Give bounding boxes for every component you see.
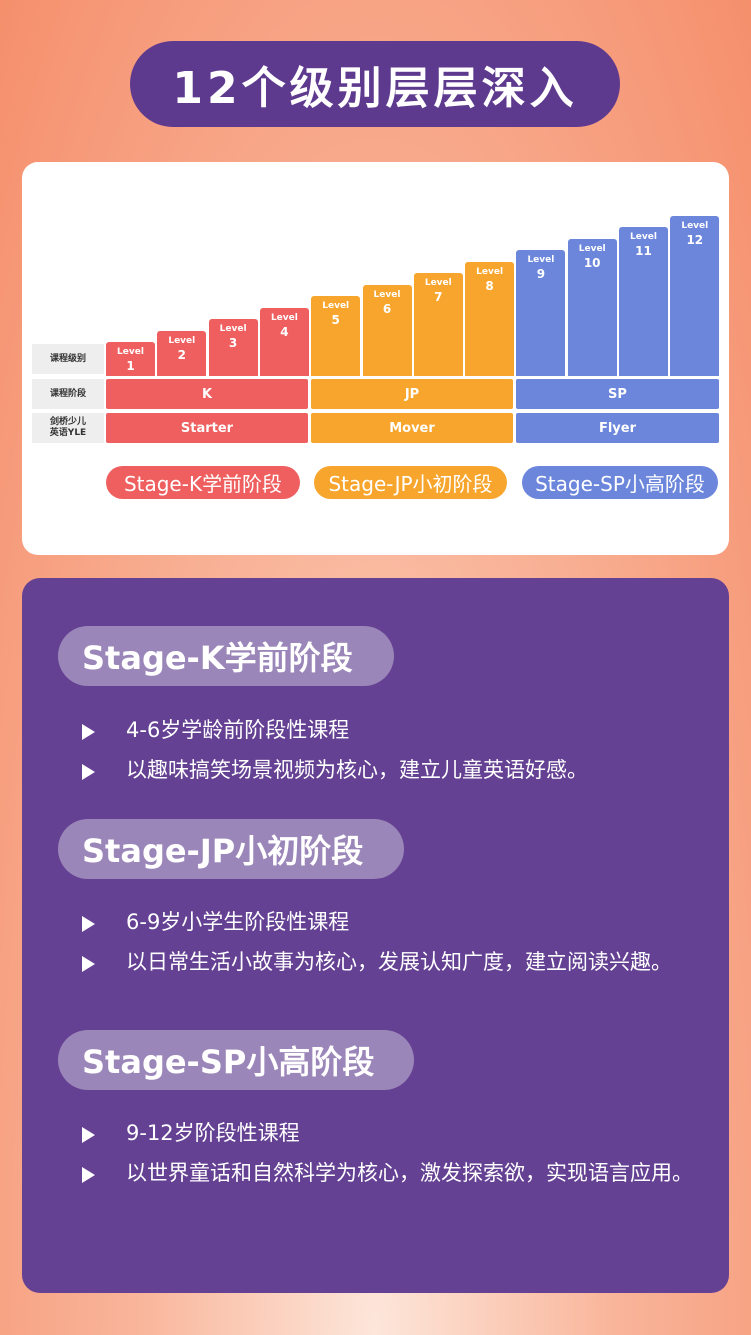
level-bar-12: Level 12 [670, 215, 720, 376]
level-bar-8: Level 8 [465, 261, 515, 376]
triangle-bullet-icon [82, 1127, 95, 1143]
bullet-text: 6-9岁小学生阶段性课程 [126, 910, 350, 934]
level-word: Level [322, 301, 350, 311]
stage-cell-sp: SP [516, 379, 719, 409]
level-bar-6: Level 6 [362, 284, 412, 376]
level-word: Level [527, 255, 555, 265]
level-bar-3: Level 3 [208, 319, 258, 376]
row-label-text: 剑桥少儿 [49, 417, 86, 427]
level-number: 3 [228, 336, 238, 350]
bullet-text: 以日常生活小故事为核心，发展认知广度，建立阅读兴趣。 [126, 950, 672, 974]
yle-cell-starter: Starter [106, 413, 308, 443]
level-bar-7: Level 7 [413, 273, 463, 376]
triangle-bullet-icon [82, 916, 95, 932]
bullet-text: 9-12岁阶段性课程 [126, 1121, 300, 1145]
level-number: 5 [331, 313, 340, 327]
level-word: Level [424, 278, 452, 288]
list-item: 6-9岁小学生阶段性课程 [82, 907, 702, 938]
stage-cell-jp: JP [311, 379, 513, 409]
bullet-text: 4-6岁学龄前阶段性课程 [126, 718, 350, 742]
row-label-course-stage: 课程阶段 [32, 379, 104, 409]
level-bar-10: Level 10 [567, 238, 617, 376]
triangle-bullet-icon [82, 764, 95, 780]
triangle-bullet-icon [82, 1167, 95, 1183]
row-label-text-2: 英语YLE [49, 428, 87, 438]
level-word: Level [168, 335, 196, 346]
list-item: 以日常生活小故事为核心，发展认知广度，建立阅读兴趣。 [82, 947, 702, 978]
level-bar-11: Level 11 [619, 227, 668, 376]
triangle-bullet-icon [82, 956, 95, 972]
row-label-text: 课程阶段 [49, 388, 86, 399]
bullet-text: 以世界童话和自然科学为核心，激发探索欲，实现语言应用。 [126, 1161, 693, 1185]
legend-stage-sp: Stage-SP小高阶段 [522, 466, 718, 499]
legend-stage-jp: Stage-JP小初阶段 [314, 466, 507, 499]
bullet-text: 以趣味搞笑场景视频为核心，建立儿童英语好感。 [126, 758, 588, 782]
section-title-stage-sp: Stage-SP小高阶段 [58, 1030, 414, 1090]
level-number: 12 [686, 232, 704, 247]
level-word: Level [681, 220, 709, 231]
level-word: Level [219, 324, 247, 334]
level-number: 8 [485, 278, 494, 293]
level-bar-9: Level 9 [516, 250, 566, 376]
level-word: Level [373, 289, 401, 300]
level-number: 4 [280, 324, 289, 339]
level-word: Level [476, 266, 504, 277]
level-number: 1 [126, 359, 135, 373]
yle-cell-flyer: Flyer [516, 413, 719, 443]
level-bar-1: Level 1 [106, 342, 155, 376]
stage-cell-k: K [106, 379, 308, 409]
level-word: Level [270, 312, 298, 323]
row-label-text: 课程级别 [49, 353, 86, 364]
level-bar-5: Level 5 [311, 296, 361, 376]
triangle-bullet-icon [82, 724, 95, 740]
level-number: 2 [177, 347, 186, 362]
row-label-course-level: 课程级别 [32, 344, 104, 374]
page-title: 12个级别层层深入 [130, 41, 620, 127]
level-word: Level [578, 243, 606, 254]
stage-info-card: Stage-K学前阶段 4-6岁学龄前阶段性课程 以趣味搞笑场景视频为核心，建立… [22, 578, 729, 1293]
level-chart-card: Level 1 Level 2 Level 3 Level 4 Level 5 Level 6 Leve… [22, 162, 729, 555]
row-label-yle: 剑桥少儿 英语YLE [32, 413, 104, 443]
list-item: 4-6岁学龄前阶段性课程 [82, 715, 702, 746]
level-bar-2: Level 2 [157, 330, 207, 376]
yle-cell-mover: Mover [311, 413, 513, 443]
section-title-stage-k: Stage-K学前阶段 [58, 626, 394, 686]
level-number: 10 [583, 255, 601, 270]
list-item: 9-12岁阶段性课程 [82, 1118, 702, 1149]
level-word: Level [117, 347, 144, 357]
level-number: 9 [536, 267, 546, 281]
legend-stage-k: Stage-K学前阶段 [106, 466, 300, 499]
level-number: 11 [635, 244, 652, 258]
list-item: 以趣味搞笑场景视频为核心，建立儿童英语好感。 [82, 755, 702, 786]
list-item: 以世界童话和自然科学为核心，激发探索欲，实现语言应用。 [82, 1158, 702, 1189]
section-title-stage-jp: Stage-JP小初阶段 [58, 819, 404, 879]
level-number: 7 [434, 290, 443, 304]
level-bar-4: Level 4 [259, 307, 309, 376]
level-word: Level [630, 232, 657, 242]
level-number: 6 [382, 301, 392, 316]
